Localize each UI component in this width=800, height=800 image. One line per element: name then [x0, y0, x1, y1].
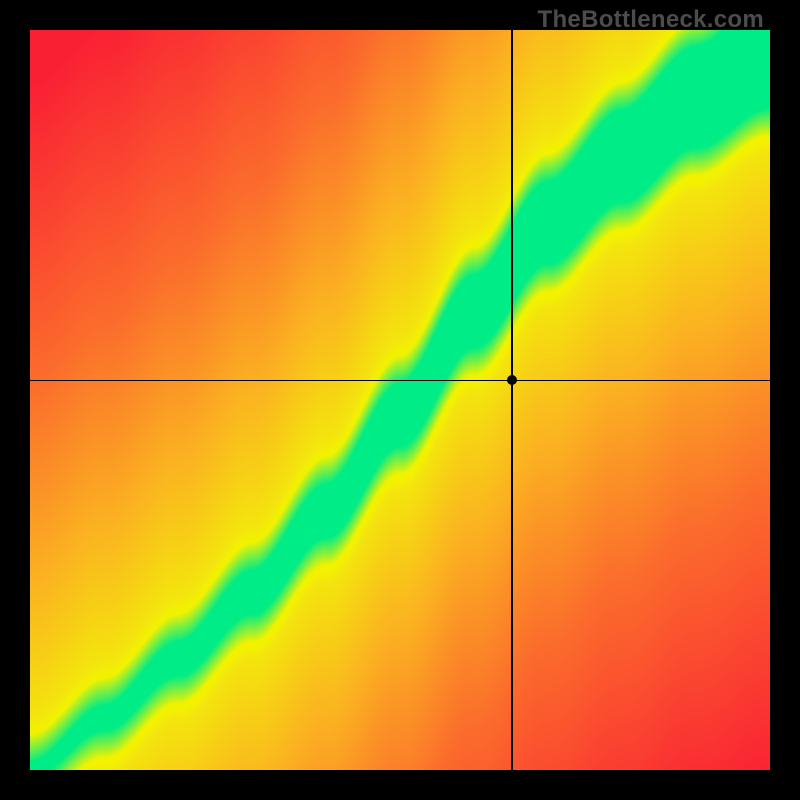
heatmap-canvas [30, 30, 770, 770]
plot-area [30, 30, 770, 770]
figure-outer: TheBottleneck.com [0, 0, 800, 800]
